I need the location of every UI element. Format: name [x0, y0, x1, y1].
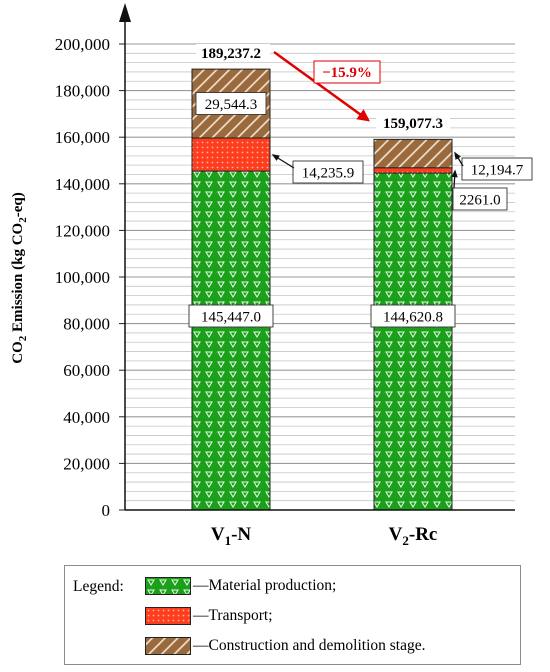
y-axis-title: CO2 Emission (kg CO2-eq) — [10, 192, 29, 363]
y-axis-arrow — [119, 3, 131, 22]
reduction-box — [313, 60, 381, 84]
y-tick-label: 120,000 — [55, 221, 110, 240]
x-tick-label-v1-n: V1-N — [211, 524, 252, 548]
total-v1-n-bg — [196, 44, 270, 62]
transport-swatch — [145, 607, 191, 625]
y-tick-label: 160,000 — [55, 128, 110, 147]
bar-v1-n-material-production — [191, 170, 271, 511]
legend-item-construction-demolition: —Construction and demolition stage. — [145, 636, 425, 656]
label-v2-rc-construction-demolition: 12,194.7 — [471, 163, 524, 179]
label-v2-rc-material-production: 144,620.8 — [383, 310, 443, 326]
label-v2-rc-construction-demolition-box — [461, 157, 533, 181]
legend-label-material-production: —Material production; — [193, 577, 337, 594]
co2-emission-chart: 0 20,000 40,000 60,000 80,000 100,000 120,000 1… — [10, 3, 533, 548]
label-v1-n-construction-demolition-box — [195, 92, 267, 115]
construction-demolition-swatch — [145, 637, 191, 655]
bar-v2-rc-material-production — [373, 172, 453, 511]
y-tick-label: 100,000 — [55, 268, 110, 287]
label-v1-n-material-production-box — [188, 304, 274, 328]
y-tick-label: 60,000 — [63, 361, 110, 380]
label-v1-n-transport-box — [292, 160, 364, 184]
material-production-swatch — [145, 577, 191, 595]
bar-v1-n-transport — [191, 137, 271, 172]
gridlines — [125, 43, 515, 502]
bars — [191, 68, 453, 511]
axes: 0 20,000 40,000 60,000 80,000 100,000 120,000 1… — [10, 3, 515, 548]
y-tick-label: 80,000 — [63, 315, 110, 334]
legend-label-transport: —Transport; — [193, 607, 273, 624]
pointer-v1-n-transport — [271, 154, 295, 169]
label-v2-rc-material-production-box — [370, 304, 456, 328]
total-label-v2-rc: 159,077.3 — [383, 116, 443, 132]
bar-v2-rc-transport — [373, 167, 453, 174]
data-labels: 145,447.0 144,620.8 29,544.3 14,235.9 12,194… — [188, 44, 533, 328]
y-tick-label: 40,000 — [63, 408, 110, 427]
y-tick-label: 200,000 — [55, 35, 110, 54]
total-label-v1-n: 189,237.2 — [201, 46, 261, 62]
label-v1-n-material-production: 145,447.0 — [201, 310, 261, 326]
x-tick-label-v2-rc: V2-Rc — [389, 524, 438, 548]
bar-v2-rc-construction-demolition — [373, 138, 453, 169]
legend-title: Legend: — [73, 578, 124, 595]
total-v2-rc-bg — [376, 114, 450, 132]
reduction-arrow — [273, 50, 371, 122]
label-v1-n-construction-demolition: 29,544.3 — [205, 97, 258, 113]
legend-item-material-production: —Material production; — [145, 576, 336, 596]
label-v2-rc-transport-box — [452, 187, 508, 211]
legend-label-construction-demolition: —Construction and demolition stage. — [193, 637, 426, 654]
label-v2-rc-transport: 2261.0 — [459, 193, 500, 209]
pointer-v2-rc-transport — [451, 169, 458, 189]
legend: Legend: —Material production; —Transport… — [64, 565, 521, 665]
y-tick-label: 20,000 — [63, 454, 110, 473]
label-v1-n-transport: 14,235.9 — [302, 166, 355, 182]
reduction-label: −15.9% — [322, 65, 372, 81]
legend-item-transport: —Transport; — [145, 606, 273, 626]
y-tick-label: 0 — [102, 501, 111, 520]
pointer-v2-rc-construction-demolition — [454, 151, 464, 167]
y-tick-label: 180,000 — [55, 82, 110, 101]
y-tick-label: 140,000 — [55, 175, 110, 194]
